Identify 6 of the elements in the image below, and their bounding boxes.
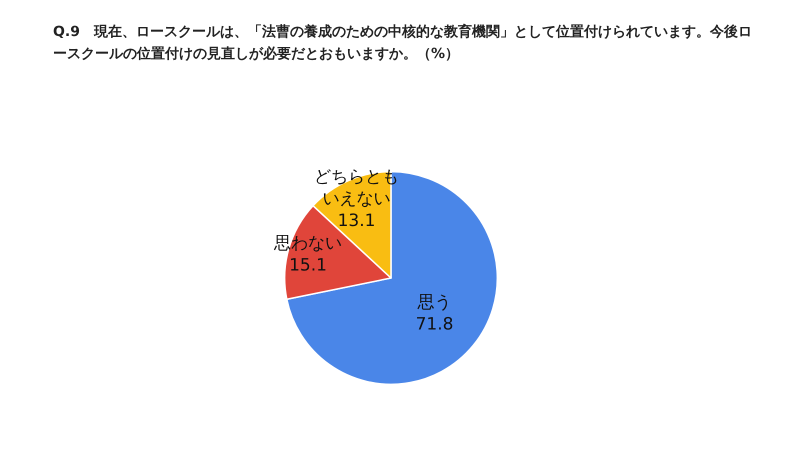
slice-label: 思う xyxy=(416,292,452,313)
data-label: 13.1 xyxy=(338,211,376,232)
chart-title: Q.9 現在、ロースクールは、「法曹の養成のための中核的な教育機関」として位置付けられています。今後ロースクールの位置付けの見直しが必要だとおもいますか。（%） xyxy=(53,23,752,62)
slice-label: 思わない xyxy=(273,234,342,254)
data-label: 15.1 xyxy=(289,256,327,276)
data-label: 71.8 xyxy=(416,314,454,335)
